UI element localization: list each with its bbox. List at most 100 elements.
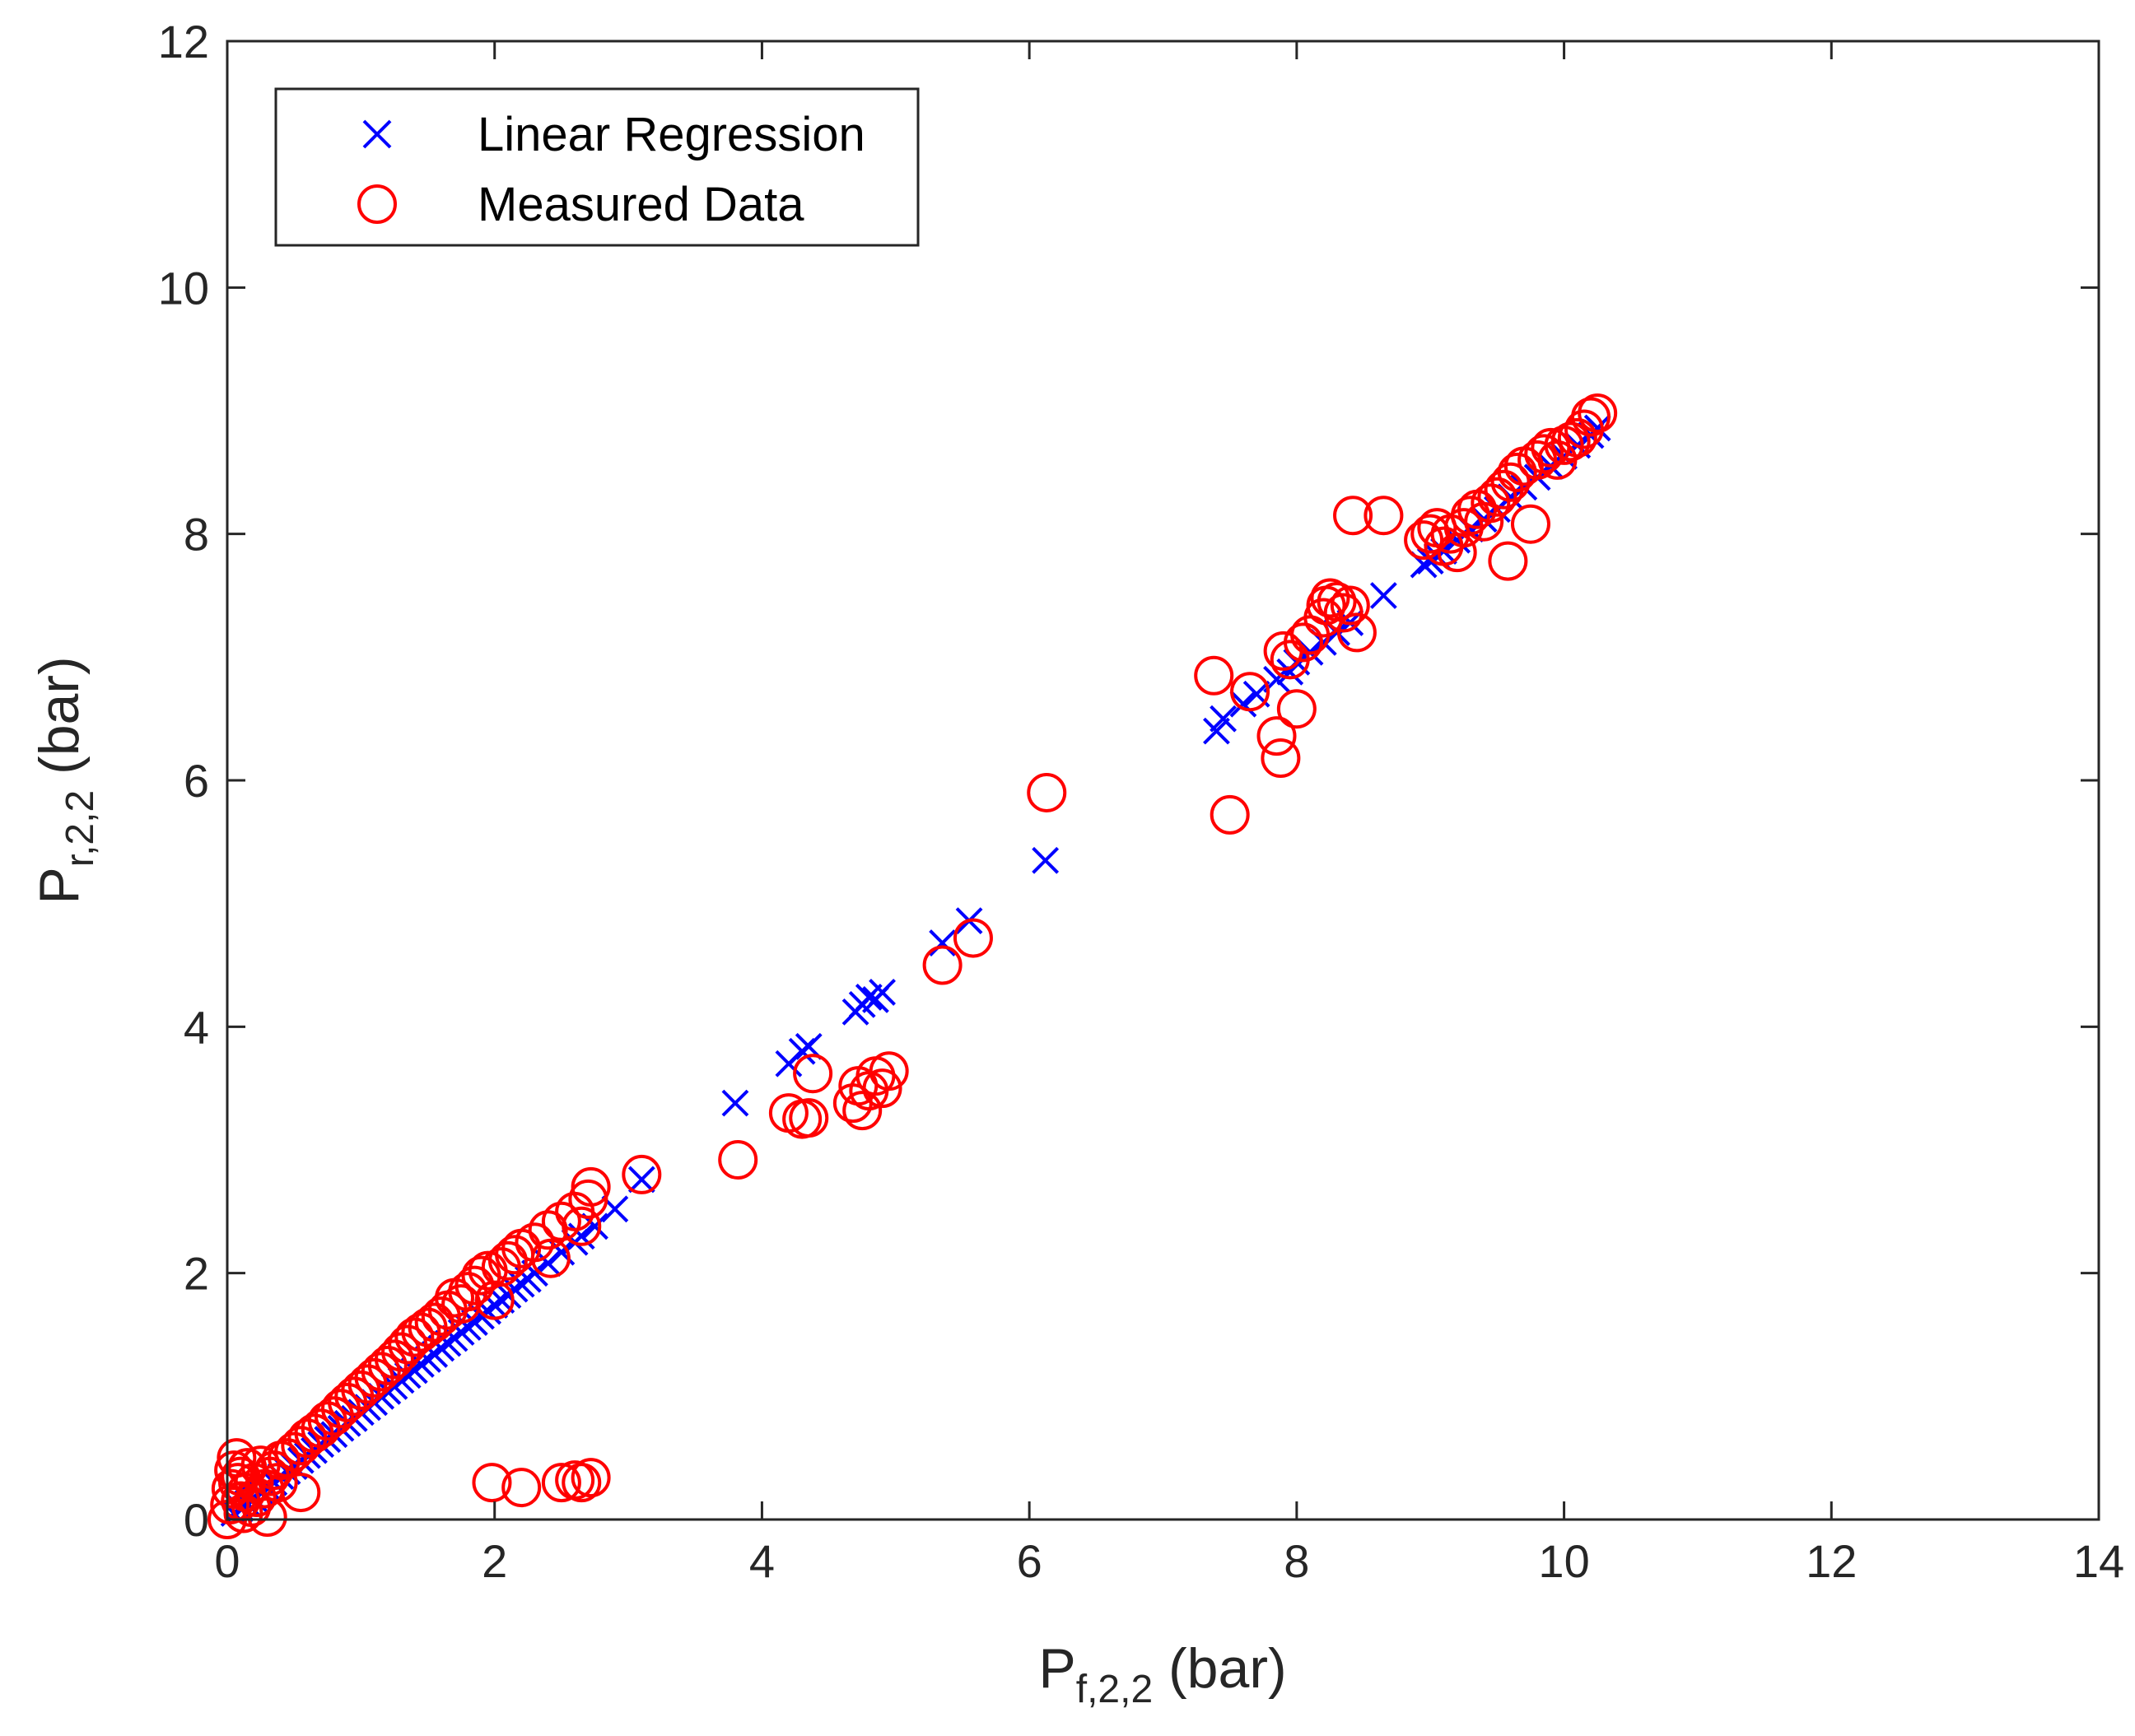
- x-tick-label: 0: [214, 1535, 240, 1587]
- measured-point: [862, 1068, 902, 1109]
- x-axis-label-sub: f,2,2: [1076, 1668, 1153, 1711]
- y-axis-label-main: P: [28, 867, 91, 904]
- measured-point: [414, 1302, 455, 1343]
- measured-point: [1550, 421, 1591, 462]
- y-tick-label: 8: [184, 509, 209, 561]
- measured-point: [541, 1201, 581, 1241]
- x-axis-label-unit: (bar): [1153, 1637, 1286, 1700]
- y-axis-label: Pr,2,2 (bar): [28, 656, 102, 904]
- measured-point: [1497, 452, 1537, 492]
- measured-point: [1194, 655, 1234, 696]
- data-marks: [207, 393, 1618, 1539]
- y-axis-label-sub: r,2,2: [58, 790, 102, 867]
- measured-point: [1310, 578, 1350, 618]
- y-tick-label: 6: [184, 755, 209, 807]
- measured-point: [1261, 738, 1301, 779]
- measured-point: [562, 1463, 602, 1503]
- measured-point: [1578, 393, 1618, 433]
- measured-point: [281, 1473, 321, 1513]
- measured-point: [361, 1352, 401, 1392]
- legend-label-linear-regression: Linear Regression: [478, 108, 865, 161]
- measured-point: [1333, 496, 1373, 536]
- x-tick-label: 12: [1806, 1535, 1857, 1587]
- regression-point: [627, 1166, 655, 1194]
- measured-point: [622, 1154, 662, 1194]
- measured-point: [455, 1265, 495, 1305]
- measured-point: [1471, 483, 1511, 524]
- measured-point: [1464, 501, 1504, 542]
- measured-point: [472, 1463, 512, 1503]
- measured-point: [953, 918, 993, 958]
- axis-ticks: 0 2 4 6 8 10 12 14 0 2 4 6 8 10 12: [158, 16, 2124, 1587]
- measured-point: [562, 1206, 602, 1246]
- x-axis-label: Pf,2,2 (bar): [1038, 1637, 1286, 1711]
- y-tick-label: 12: [158, 16, 209, 67]
- y-tick-label: 4: [184, 1001, 209, 1053]
- measured-point: [401, 1312, 441, 1352]
- measured-point: [1364, 496, 1404, 536]
- measured-point: [1336, 612, 1377, 653]
- regression-point: [869, 979, 896, 1006]
- measured-point: [571, 1166, 611, 1207]
- measured-point: [571, 1458, 611, 1498]
- legend-marker-x-icon: [362, 119, 392, 149]
- measured-point: [1571, 397, 1611, 437]
- measured-point: [789, 1098, 829, 1138]
- legend-label-measured-data: Measured Data: [478, 178, 804, 231]
- regression-point: [929, 929, 957, 956]
- measured-point: [922, 945, 963, 985]
- measured-point: [1323, 593, 1364, 633]
- measured-point: [869, 1051, 909, 1091]
- measured-point: [1283, 622, 1323, 663]
- measured-point: [1027, 772, 1067, 812]
- x-tick-label: 8: [1284, 1535, 1309, 1587]
- measured-point: [530, 1238, 571, 1278]
- measured-point: [515, 1222, 555, 1263]
- measured-point: [1477, 477, 1517, 517]
- y-tick-label: 2: [184, 1248, 209, 1300]
- x-tick-label: 4: [749, 1535, 775, 1587]
- regression-point: [1210, 705, 1237, 733]
- measured-point: [487, 1240, 528, 1281]
- measured-point: [268, 1438, 308, 1478]
- measured-point: [1210, 794, 1250, 835]
- legend: Linear Regression Measured Data: [274, 87, 920, 247]
- measured-point: [234, 1463, 274, 1503]
- legend-marker-circle-icon: [357, 184, 397, 224]
- measured-point: [367, 1345, 408, 1385]
- y-tick-label: 0: [184, 1494, 209, 1546]
- measured-point: [314, 1396, 354, 1436]
- measured-point: [842, 1091, 883, 1131]
- measured-point: [501, 1468, 542, 1508]
- measured-point: [1276, 689, 1317, 729]
- x-tick-label: 6: [1017, 1535, 1042, 1587]
- measured-point: [1510, 504, 1550, 544]
- x-axis-label-main: P: [1038, 1637, 1075, 1700]
- x-tick-label: 14: [2073, 1535, 2124, 1587]
- measured-point: [258, 1463, 298, 1503]
- regression-point: [1369, 582, 1397, 609]
- regression-point: [1032, 846, 1060, 874]
- regression-point: [721, 1089, 749, 1117]
- measured-point: [718, 1139, 758, 1180]
- measured-point: [374, 1339, 414, 1380]
- measured-point: [1488, 541, 1528, 581]
- measured-point: [541, 1463, 581, 1503]
- regression-point: [1229, 690, 1257, 718]
- measured-point: [793, 1054, 833, 1094]
- legend-box: [274, 87, 920, 247]
- regression-point: [1203, 717, 1230, 745]
- measured-point: [394, 1317, 435, 1357]
- measured-point: [301, 1408, 341, 1449]
- measured-point: [1410, 514, 1451, 554]
- x-tick-label: 2: [482, 1535, 507, 1587]
- measured-point: [381, 1332, 422, 1372]
- measured-point: [1437, 533, 1477, 573]
- y-tick-label: 10: [158, 262, 209, 314]
- measured-point: [1330, 585, 1370, 626]
- measured-point: [1230, 672, 1270, 712]
- measured-point: [528, 1210, 568, 1250]
- measured-point: [1557, 417, 1597, 458]
- measured-point: [1256, 716, 1297, 756]
